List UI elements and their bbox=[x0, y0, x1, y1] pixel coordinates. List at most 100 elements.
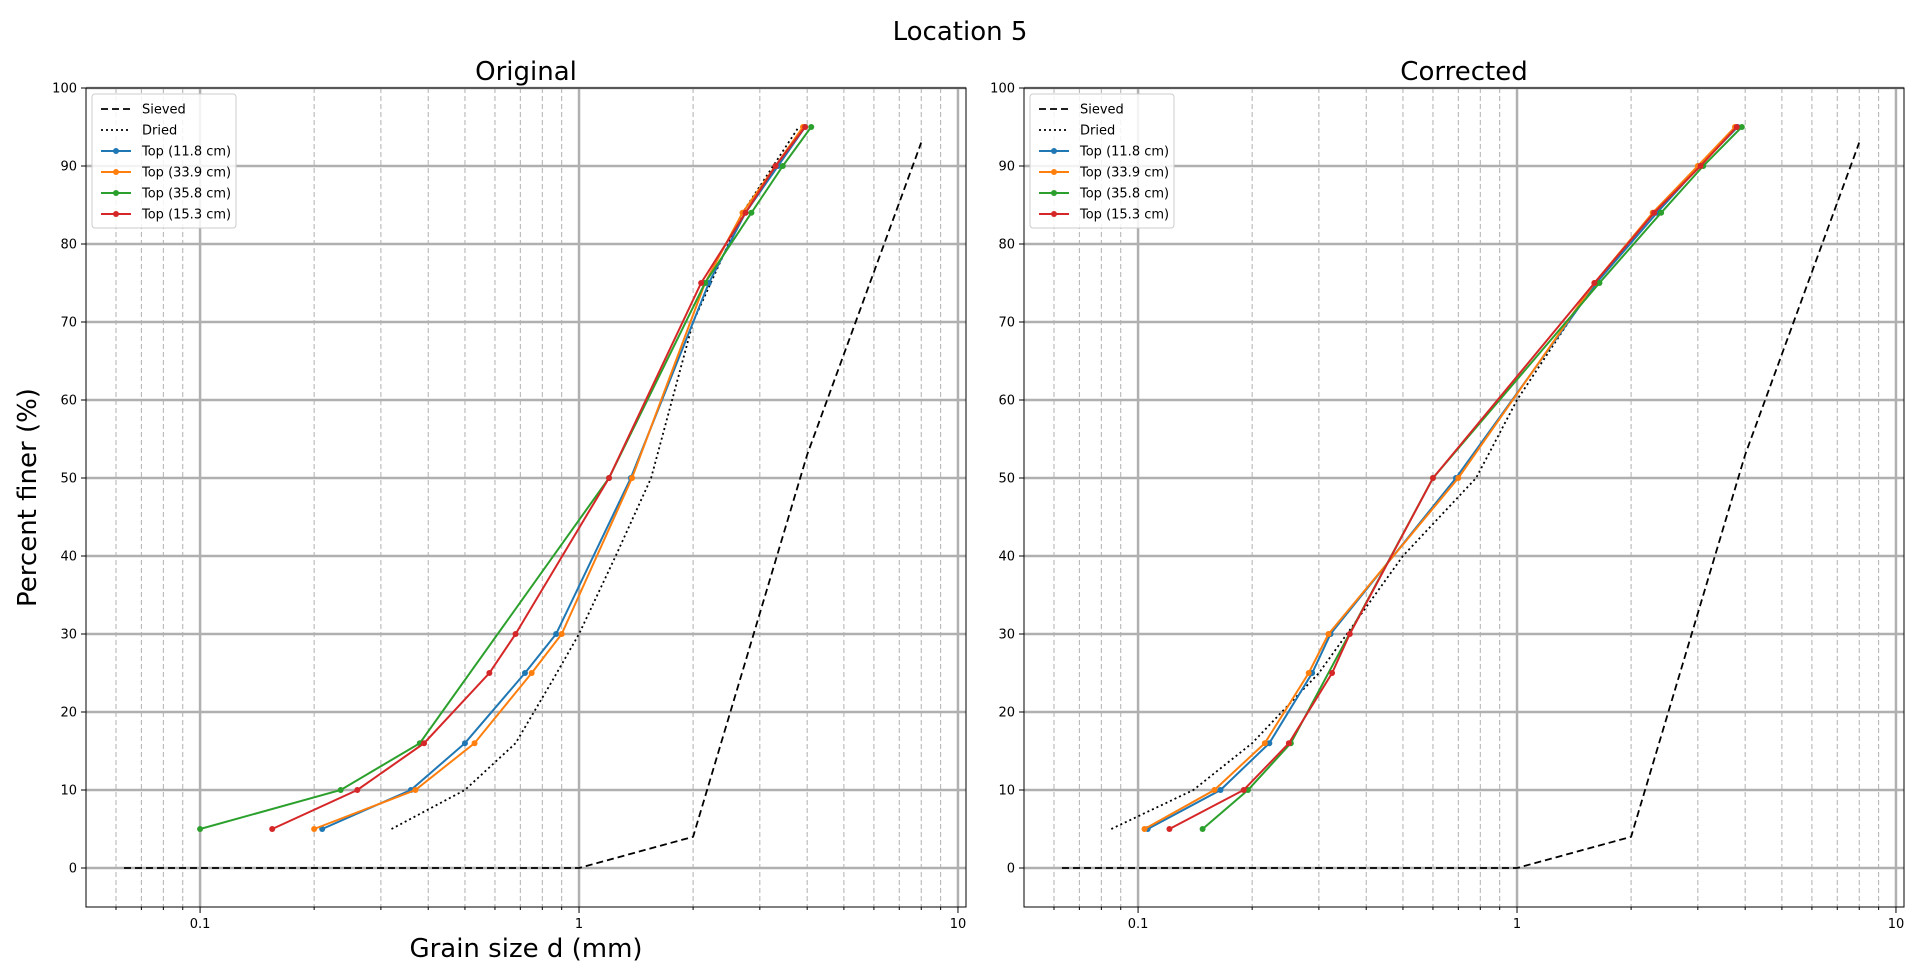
data-point bbox=[486, 670, 493, 676]
data-point bbox=[1261, 740, 1268, 747]
figure-suptitle: Location 5 bbox=[893, 17, 1028, 47]
data-point bbox=[512, 631, 519, 637]
data-point bbox=[1325, 631, 1332, 637]
series-line-4 bbox=[199, 126, 813, 830]
x-axis-label: Grain size d (mm) bbox=[409, 934, 642, 964]
legend-label-4: Top (35.8 cm) bbox=[141, 187, 231, 202]
legend-label-2: Top (11.8 cm) bbox=[1079, 145, 1169, 160]
x-tick-label: 0.1 bbox=[190, 917, 211, 932]
data-point bbox=[1733, 124, 1740, 130]
data-point bbox=[808, 124, 815, 130]
data-point bbox=[354, 787, 361, 793]
data-point bbox=[1240, 787, 1247, 793]
legend-box bbox=[91, 93, 237, 229]
y-tick-label: 90 bbox=[998, 160, 1015, 175]
y-tick-label: 70 bbox=[60, 316, 77, 331]
series-line-1 bbox=[1110, 126, 1738, 830]
data-point bbox=[748, 209, 755, 216]
legend-label-1: Dried bbox=[142, 124, 177, 139]
panel-title: Corrected bbox=[1400, 57, 1527, 87]
y-tick-label: 10 bbox=[998, 784, 1015, 799]
legend-marker-5 bbox=[113, 211, 119, 217]
legend: Sieved Dried Top (11.8 cm) Top (33.9 cm) Top… bbox=[91, 93, 237, 229]
legend: Sieved Dried Top (11.8 cm) Top (33.9 cm) Top… bbox=[1029, 93, 1175, 229]
y-tick-label: 40 bbox=[998, 550, 1015, 565]
y-tick-label: 20 bbox=[998, 706, 1015, 721]
y-tick-label: 80 bbox=[998, 238, 1015, 253]
legend-marker-5 bbox=[1051, 211, 1057, 217]
data-point bbox=[779, 163, 786, 169]
data-point bbox=[1697, 163, 1704, 169]
data-point bbox=[1211, 787, 1218, 793]
data-point bbox=[421, 740, 428, 747]
legend-marker-2 bbox=[113, 148, 119, 154]
data-point bbox=[606, 475, 613, 481]
legend-marker-3 bbox=[1051, 169, 1057, 175]
data-point bbox=[269, 826, 276, 832]
panel-title: Original bbox=[475, 57, 577, 87]
legend-label-5: Top (15.3 cm) bbox=[1079, 208, 1169, 223]
x-tick-label: 0.1 bbox=[1128, 917, 1149, 932]
y-tick-label: 0 bbox=[1007, 862, 1015, 877]
legend-marker-2 bbox=[1051, 148, 1057, 154]
minor-gridlines bbox=[1053, 88, 1880, 907]
legend-marker-4 bbox=[1051, 190, 1057, 196]
y-tick-label: 60 bbox=[60, 394, 77, 409]
data-point bbox=[1266, 740, 1273, 747]
legend-box bbox=[1029, 93, 1175, 229]
plot-frame bbox=[85, 87, 967, 908]
data-point bbox=[772, 163, 779, 169]
legend-label-2: Top (11.8 cm) bbox=[141, 145, 231, 160]
chart-panel-original: 0 10 20 30 40 50 60 70 80 90 100 0.1 1 10 Original Grai… bbox=[13, 57, 967, 964]
legend-label-3: Top (33.9 cm) bbox=[1079, 166, 1169, 181]
y-tick-label: 70 bbox=[998, 316, 1015, 331]
x-tick-label: 1 bbox=[1513, 917, 1521, 932]
data-point bbox=[698, 280, 705, 286]
series-line-0 bbox=[1062, 142, 1861, 869]
series-group bbox=[1062, 124, 1861, 869]
y-tick-label: 100 bbox=[990, 82, 1015, 97]
data-point bbox=[1455, 475, 1462, 481]
y-tick-label: 100 bbox=[52, 82, 77, 97]
y-tick-label: 60 bbox=[998, 394, 1015, 409]
x-tick-label: 1 bbox=[575, 917, 583, 932]
legend-label-4: Top (35.8 cm) bbox=[1079, 187, 1169, 202]
data-point bbox=[1141, 826, 1148, 832]
data-point bbox=[558, 631, 565, 637]
minor-gridlines bbox=[115, 88, 942, 907]
data-point bbox=[1591, 280, 1598, 286]
data-point bbox=[521, 670, 528, 676]
y-tick-label: 50 bbox=[998, 472, 1015, 487]
data-point bbox=[471, 740, 478, 747]
data-point bbox=[1738, 124, 1745, 130]
legend-label-0: Sieved bbox=[1080, 103, 1124, 118]
data-point bbox=[1217, 787, 1224, 793]
data-point bbox=[1199, 826, 1206, 832]
chart-panel-corrected: 0 10 20 30 40 50 60 70 80 90 100 0.1 1 10 Corrected Sie… bbox=[990, 57, 1905, 932]
y-tick-label: 0 bbox=[69, 862, 77, 877]
series-line-2 bbox=[321, 126, 806, 830]
data-point bbox=[1429, 475, 1436, 481]
data-point bbox=[1305, 670, 1312, 676]
data-point bbox=[337, 787, 344, 793]
data-point bbox=[1658, 209, 1665, 216]
y-axis-label: Percent finer (%) bbox=[13, 388, 43, 607]
series-line-4 bbox=[1201, 126, 1743, 830]
data-point bbox=[197, 826, 204, 832]
x-tick-label: 10 bbox=[950, 917, 967, 932]
y-tick-label: 20 bbox=[60, 706, 77, 721]
series-line-5 bbox=[1168, 126, 1738, 830]
legend-label-3: Top (33.9 cm) bbox=[141, 166, 231, 181]
data-point bbox=[528, 670, 535, 676]
y-tick-label: 50 bbox=[60, 472, 77, 487]
series-line-0 bbox=[124, 142, 923, 869]
legend-marker-3 bbox=[113, 169, 119, 175]
legend-label-1: Dried bbox=[1080, 124, 1115, 139]
data-point bbox=[629, 475, 636, 481]
x-tick-label: 10 bbox=[1888, 917, 1905, 932]
y-tick-label: 10 bbox=[60, 784, 77, 799]
data-point bbox=[1651, 209, 1658, 216]
series-line-3 bbox=[313, 126, 804, 830]
series-line-5 bbox=[271, 126, 806, 830]
